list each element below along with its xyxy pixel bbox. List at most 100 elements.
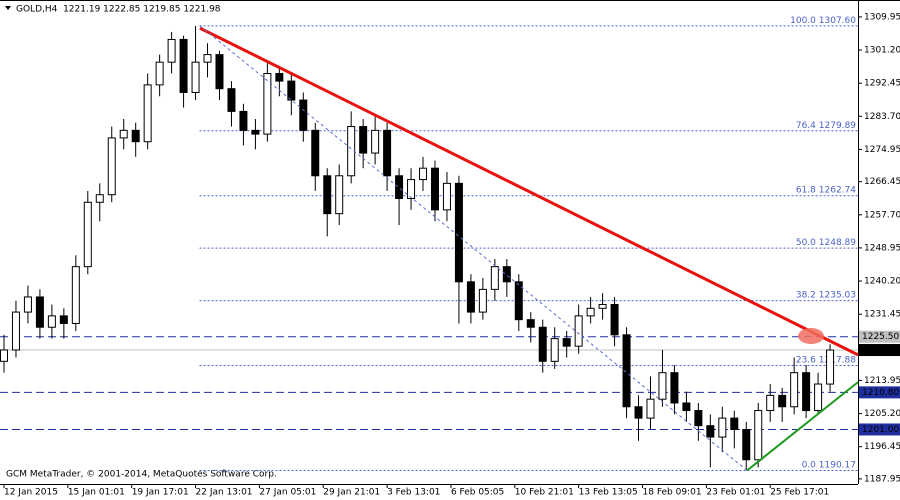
candle-body [634,406,643,419]
candle-body [790,372,799,408]
candle-body [47,315,56,328]
candle-body [466,281,475,313]
y-tick-label: 1205.20 [864,409,900,419]
candle-body [359,126,368,154]
candle-body [706,425,715,438]
price-box-label: 1210.80 [862,388,899,398]
candle-body [430,167,439,211]
candle-body [502,266,511,283]
candle-body [478,288,487,313]
candle-body [299,99,308,131]
fib-ratio: 38.2 [796,290,816,300]
x-tick-label: 19 Jan 17:01 [132,488,189,498]
candle-body [766,394,775,412]
fib-ratio: 61.8 [796,185,816,195]
candle-body [814,383,823,412]
candle-body [83,201,92,268]
candle-body [407,179,416,199]
candle-body [155,61,164,86]
fib-label: 61.8 1262.74 [796,185,856,195]
y-tick-label: 1196.45 [864,442,900,452]
x-tick-label: 18 Feb 09:01 [643,488,702,498]
candle-body [11,311,20,351]
y-tick-label: 1266.45 [864,177,900,187]
candle-body [203,54,212,63]
x-tick-label: 13 Feb 13:05 [579,488,638,498]
candle-body [23,296,32,313]
fib-ratio: 100.0 [790,15,816,25]
x-tick-label: 27 Jan 05:01 [259,488,316,498]
copyright: GCM MetaTrader, © 2001-2014, MetaQuotes … [6,470,277,480]
x-tick-label: 23 Feb 01:01 [706,488,765,498]
fib-ratio: 76.4 [796,120,816,130]
trend-line [746,381,859,472]
y-tick-label: 1213.95 [864,376,900,386]
candle-body [574,315,583,347]
fib-price: 1235.03 [819,290,856,300]
y-tick-label: 1187.95 [864,474,900,484]
candle-body [71,266,80,324]
candle-body [730,417,739,430]
price-box [859,423,900,436]
candle-body [514,281,523,321]
candle-body [191,61,200,93]
candle-body [658,372,667,400]
candle-body [263,73,272,135]
y-tick-label: 1257.70 [864,210,900,220]
price-box [859,330,900,343]
fib-price: 1279.89 [819,120,856,130]
candle-body [670,372,679,404]
fib-label: 23.6 1217.88 [796,355,856,365]
candle-body [59,315,68,324]
fib-label: 50.0 1248.89 [796,238,856,248]
candle-body [0,349,8,362]
menu-triangle [5,6,11,10]
x-tick-label: 29 Jan 21:01 [323,488,380,498]
candle-body [227,88,236,112]
y-tick-label: 1274.95 [864,145,900,155]
candle-body [490,266,499,290]
candle-body [538,326,547,362]
y-tick-label: 1292.45 [864,79,900,89]
fib-ratio: 23.6 [796,355,816,365]
fib-label: 76.4 1279.89 [796,120,856,130]
candle-body [802,372,811,412]
candle-body [107,137,116,196]
y-tick-label: 1231.45 [864,310,900,320]
candle-body [778,394,787,408]
y-tick-label: 1301.20 [864,46,900,56]
candle-body [371,129,380,154]
fib-price: 1190.17 [819,460,856,470]
candle-body [167,38,176,63]
candle-body [442,182,451,211]
candle-body [311,129,320,177]
highlight-marker [798,328,824,344]
candle-body [682,402,691,412]
candle-body [419,167,428,181]
fib-price: 1262.74 [819,185,856,195]
candle-body [131,129,140,143]
candle-body [179,38,188,93]
candle-body [754,410,763,461]
candle-body [239,110,248,131]
fib-ratio: 0.0 [802,460,817,470]
candle-body [610,304,619,336]
candle-body [275,73,284,82]
fib-ratio: 50.0 [796,238,816,248]
candle-body [550,338,559,362]
candle-body [335,175,344,215]
x-tick-label: 15 Jan 01:01 [68,488,125,498]
candle-body [251,129,260,135]
y-tick-label: 1240.20 [864,277,900,287]
y-tick-label: 1309.95 [864,12,900,22]
candle-body [586,307,595,317]
price-box [859,344,900,357]
x-tick-label: 22 Jan 13:01 [196,488,253,498]
candle-body [119,129,128,139]
fib-label: 0.0 1190.17 [802,460,856,470]
fib-price: 1307.60 [819,15,856,25]
candle-body [215,54,224,90]
candle-body [826,349,835,385]
